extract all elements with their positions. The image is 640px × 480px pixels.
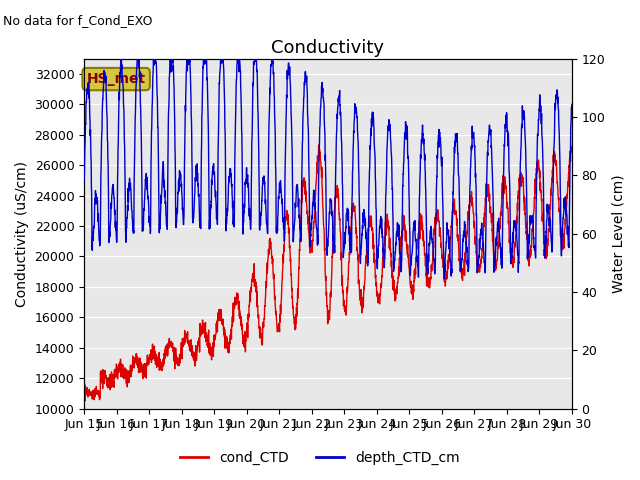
Text: No data for f_Cond_EXO: No data for f_Cond_EXO [3, 14, 153, 27]
Text: HS_met: HS_met [86, 72, 146, 86]
Legend: cond_CTD, depth_CTD_cm: cond_CTD, depth_CTD_cm [175, 445, 465, 471]
Title: Conductivity: Conductivity [271, 39, 385, 57]
Y-axis label: Conductivity (uS/cm): Conductivity (uS/cm) [15, 161, 29, 307]
Y-axis label: Water Level (cm): Water Level (cm) [611, 174, 625, 293]
